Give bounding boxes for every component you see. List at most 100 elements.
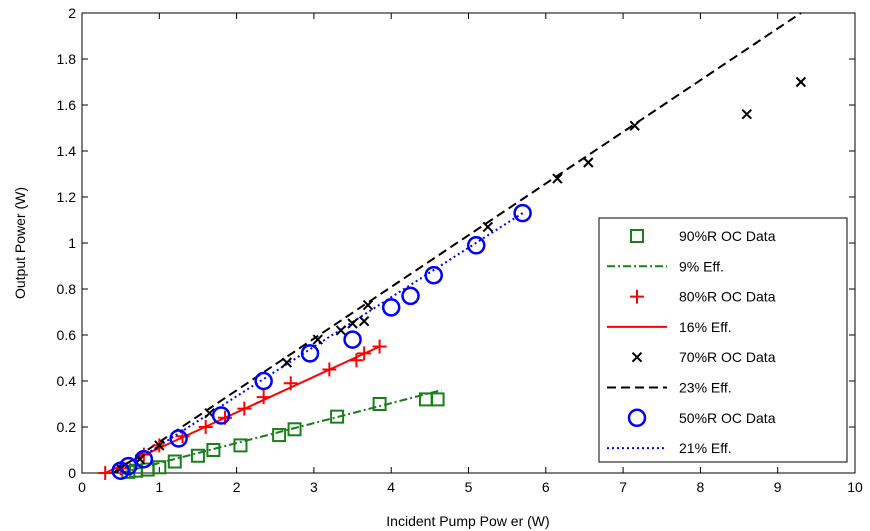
- x-axis-label: Incident Pump Pow er (W): [386, 513, 549, 529]
- data-point: [347, 318, 358, 329]
- legend-label: 23% Eff.: [679, 380, 732, 396]
- data-point: [372, 397, 387, 411]
- data-point: [349, 353, 364, 368]
- legend-entry: 90%R OC Data: [630, 228, 776, 244]
- data-point: [300, 344, 320, 363]
- fit-line: [116, 212, 524, 474]
- y-tick-label: 2: [68, 5, 76, 21]
- data-point: [401, 286, 420, 306]
- data-point: [330, 409, 345, 424]
- x-tick-label: 2: [233, 479, 241, 495]
- data-point: [237, 401, 252, 416]
- legend-box: [598, 217, 848, 463]
- y-tick-label: 0.2: [57, 419, 77, 435]
- y-tick-label: 1.2: [57, 189, 77, 205]
- data-point: [198, 420, 213, 434]
- legend-entry: 23% Eff.: [607, 380, 732, 396]
- data-point: [741, 108, 752, 120]
- legend-entry: 80%R OC Data: [630, 289, 776, 305]
- legend-label: 16% Eff.: [679, 319, 732, 335]
- legend-label: 80%R OC Data: [679, 289, 776, 305]
- data-point: [169, 429, 188, 448]
- data-point: [206, 443, 221, 457]
- legend-label: 70%R OC Data: [679, 349, 776, 365]
- data-point: [631, 351, 643, 363]
- x-tick-label: 1: [155, 479, 163, 495]
- data-point: [167, 454, 182, 469]
- x-tick-label: 5: [465, 479, 473, 495]
- data-point: [358, 315, 370, 327]
- x-tick-label: 4: [387, 479, 395, 495]
- x-tick-label: 3: [310, 479, 318, 495]
- x-tick-label: 8: [697, 479, 705, 495]
- y-tick-label: 1.4: [57, 143, 77, 159]
- data-point: [381, 298, 401, 317]
- data-point: [119, 456, 138, 476]
- legend-entry: 9% Eff.: [607, 258, 724, 274]
- data-point: [630, 289, 644, 304]
- data-point: [134, 449, 154, 469]
- data-point: [795, 76, 807, 88]
- x-tick-label: 10: [847, 479, 863, 495]
- data-point: [630, 229, 644, 243]
- y-tick-label: 1.8: [57, 51, 77, 67]
- axis-ticks: 0 1 2 3 4 5 6 7 8 9 10 0 0.2 0.4 0.6 0.8 1 1.2 1.4 1.6 1.8 2: [57, 5, 863, 495]
- y-tick-label: 0.4: [57, 373, 77, 389]
- data-point: [357, 346, 372, 361]
- legend-entry: 50%R OC Data: [627, 408, 776, 428]
- data-point: [466, 236, 486, 255]
- data-point: [482, 221, 494, 233]
- data-point: [190, 448, 205, 463]
- legend-label: 21% Eff.: [679, 440, 732, 456]
- legend-entry: 70%R OC Data: [631, 349, 776, 365]
- data-point: [583, 157, 594, 168]
- legend-label: 9% Eff.: [679, 258, 724, 274]
- legend: 90%R OC Data 9% Eff. 80%R OC Data 16% Eff. 7…: [598, 217, 848, 463]
- fit-line: [120, 389, 442, 474]
- y-axis-label: Output Power (W): [12, 187, 28, 299]
- data-point: [430, 392, 445, 407]
- data-point: [233, 438, 248, 453]
- data-point: [272, 428, 287, 443]
- fit-line: [112, 12, 802, 474]
- x-tick-label: 7: [619, 479, 627, 495]
- data-point: [287, 422, 302, 437]
- data-point: [312, 334, 323, 345]
- legend-entry: 16% Eff.: [607, 319, 732, 335]
- data-point: [627, 408, 647, 428]
- data-point: [281, 357, 293, 368]
- legend-label: 50%R OC Data: [679, 410, 776, 426]
- y-tick-label: 0.8: [57, 281, 77, 297]
- data-point: [322, 362, 337, 377]
- y-tick-label: 1.6: [57, 97, 77, 113]
- data-point: [154, 440, 165, 451]
- series-layer: [98, 12, 807, 480]
- legend-entry: 21% Eff.: [607, 440, 732, 456]
- data-point: [98, 466, 113, 480]
- series-7: [116, 212, 524, 474]
- data-point: [513, 203, 532, 223]
- data-point: [629, 120, 640, 131]
- data-point: [283, 376, 298, 391]
- data-point: [256, 390, 271, 405]
- y-tick-label: 0: [68, 465, 76, 481]
- x-tick-label: 0: [78, 479, 86, 495]
- data-point: [343, 330, 362, 349]
- series-1: [120, 389, 442, 474]
- data-point: [254, 371, 273, 391]
- data-point: [362, 299, 374, 311]
- series-6: [111, 203, 532, 480]
- series-5: [112, 12, 802, 474]
- legend-label: 90%R OC Data: [679, 228, 776, 244]
- data-point: [211, 406, 231, 425]
- y-tick-label: 0.6: [57, 327, 77, 343]
- data-point: [152, 460, 167, 475]
- y-tick-label: 1: [68, 235, 76, 251]
- data-point: [424, 265, 443, 285]
- x-tick-label: 6: [542, 479, 550, 495]
- data-point: [335, 325, 347, 336]
- data-point: [372, 339, 387, 354]
- data-point: [552, 173, 563, 184]
- x-tick-label: 9: [774, 479, 782, 495]
